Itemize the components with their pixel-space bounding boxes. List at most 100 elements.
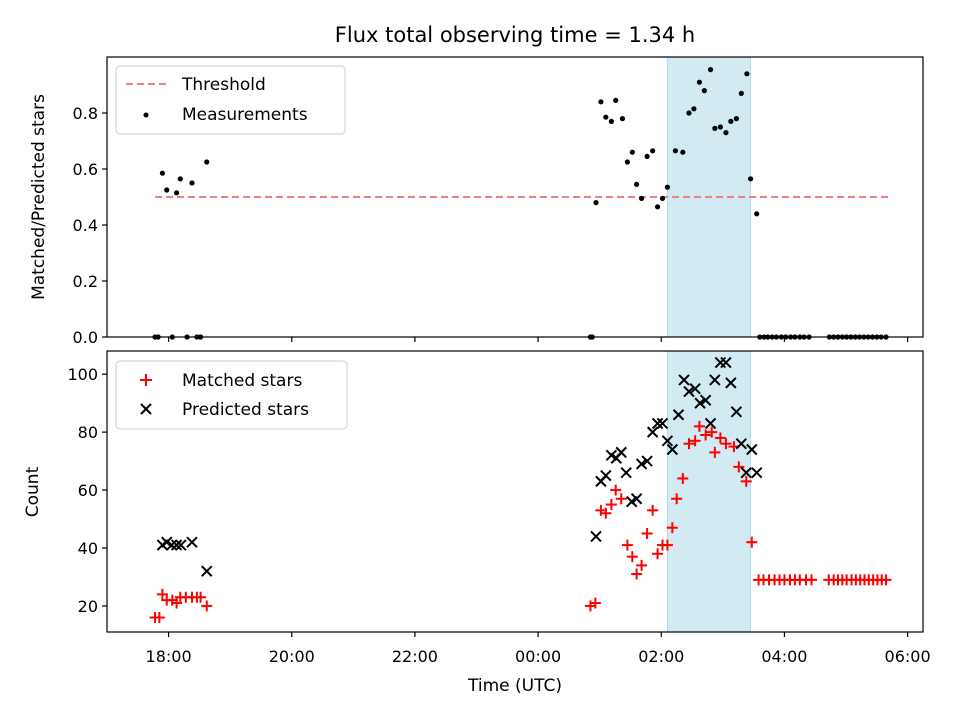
measurement-point <box>629 149 635 155</box>
top-x-ticks <box>167 337 909 342</box>
x-tick-label: 04:00 <box>761 647 807 666</box>
measurement-point <box>624 159 630 165</box>
matched-star-point <box>880 574 892 586</box>
matched-star-point <box>689 435 701 447</box>
predicted-star-point <box>635 458 648 470</box>
predicted-star-point <box>666 443 679 456</box>
matched-star-point <box>706 426 718 438</box>
bottom-y-tick-label: 20 <box>78 597 98 616</box>
predicted-star-point <box>646 426 659 438</box>
legend-threshold-label: Threshold <box>181 75 266 95</box>
legend-predicted-swatch <box>140 403 152 415</box>
predicted-star-point <box>725 377 737 389</box>
top-axes-frame <box>106 56 924 338</box>
bottom-highlight-span <box>666 350 752 633</box>
top-panel: Flux total observing time = 1.34 h Match… <box>29 23 924 347</box>
bottom-y-tick-label: 40 <box>78 539 98 558</box>
matched-star-point <box>740 475 752 487</box>
measurement-point <box>680 149 686 155</box>
top-y-ticks: 0.0 0.2 0.4 0.6 0.8 <box>73 104 107 347</box>
measurement-point <box>723 130 729 136</box>
legend-predicted-label: Predicted stars <box>182 400 309 420</box>
top-legend: Threshold Measurements <box>115 65 346 135</box>
measurement-point <box>654 204 661 210</box>
matched-star-point <box>720 438 732 450</box>
legend-matched-label: Matched stars <box>182 371 302 391</box>
measurement-point <box>686 110 692 116</box>
measurement-point <box>691 106 697 112</box>
top-y-axis-label: Matched/Predicted stars <box>29 94 49 300</box>
top-y-tick-label: 0.2 <box>73 272 98 291</box>
matched-star-point <box>693 420 705 432</box>
top-y-tick-label: 0.6 <box>73 160 98 179</box>
matched-star-point <box>171 597 183 609</box>
matched-star-point <box>666 522 678 534</box>
top-y-tick-label: 0.0 <box>73 328 98 347</box>
bottom-y-tick-label: 80 <box>78 423 98 442</box>
top-y-tick-label: 0.4 <box>73 216 98 235</box>
bottom-y-tick-label: 100 <box>67 365 98 384</box>
legend-measurements-label: Measurements <box>182 105 308 125</box>
bottom-y-tick-label: 60 <box>78 481 98 500</box>
measurement-point <box>603 114 609 120</box>
predicted-star-point <box>186 536 198 548</box>
top-y-tick-label: 0.8 <box>73 104 98 123</box>
matched-star-point <box>806 574 818 586</box>
measurement-point <box>159 170 166 176</box>
measurement-point <box>173 190 180 196</box>
measurement-point <box>659 195 666 201</box>
measurement-point <box>177 176 183 182</box>
matched-star-point <box>647 504 659 516</box>
predicted-star-point <box>201 565 213 577</box>
predicted-stars-points <box>156 356 763 577</box>
predicted-star-point <box>651 417 664 430</box>
measurement-point <box>712 125 718 131</box>
predicted-star-point <box>656 417 669 430</box>
x-axis-label: Time (UTC) <box>467 676 562 696</box>
predicted-star-point <box>590 530 602 543</box>
measurement-point <box>619 116 626 122</box>
measurement-point <box>189 180 195 186</box>
bottom-y-ticks: 20 40 60 80 100 <box>67 365 107 616</box>
predicted-star-point <box>720 356 732 369</box>
matched-star-point <box>661 539 673 551</box>
matched-star-point <box>610 484 622 496</box>
bottom-legend: Matched stars Predicted stars <box>115 360 348 430</box>
bottom-axes-frame <box>106 350 924 633</box>
matched-star-point <box>636 559 648 571</box>
predicted-star-point <box>699 394 712 406</box>
measurement-point <box>701 88 707 94</box>
matched-star-point <box>641 528 653 540</box>
measurement-point <box>733 116 739 122</box>
measurement-point <box>738 90 744 96</box>
matched-star-point <box>709 446 721 458</box>
measurement-point <box>593 200 599 206</box>
measurement-point <box>728 118 734 124</box>
matched-star-point <box>589 597 601 609</box>
predicted-star-point <box>704 417 717 430</box>
predicted-star-point <box>600 469 612 482</box>
measurement-point <box>638 195 645 201</box>
predicted-star-point <box>694 397 706 409</box>
measurement-point <box>744 71 750 77</box>
x-tick-label: 18:00 <box>146 647 192 666</box>
matched-star-point <box>746 536 758 548</box>
bottom-panel: Count Time (UTC) 18:00 20:00 22:00 00:00 02:… <box>23 350 931 696</box>
measurement-point <box>707 67 714 73</box>
measurement-point <box>696 79 703 85</box>
predicted-star-point <box>615 446 627 459</box>
matched-star-point <box>652 548 664 560</box>
x-tick-label: 20:00 <box>269 647 315 666</box>
matched-star-point <box>683 438 695 450</box>
predicted-star-point <box>746 443 758 456</box>
measurement-point <box>664 184 671 190</box>
measurement-point <box>717 124 723 130</box>
bottom-y-axis-label: Count <box>23 466 43 517</box>
measurement-point <box>754 211 760 217</box>
predicted-star-point <box>170 539 183 551</box>
measurement-point <box>644 153 650 159</box>
matched-star-point <box>700 429 712 441</box>
predicted-star-point <box>735 437 748 450</box>
matched-star-point <box>201 600 213 612</box>
measurement-point <box>613 97 619 103</box>
